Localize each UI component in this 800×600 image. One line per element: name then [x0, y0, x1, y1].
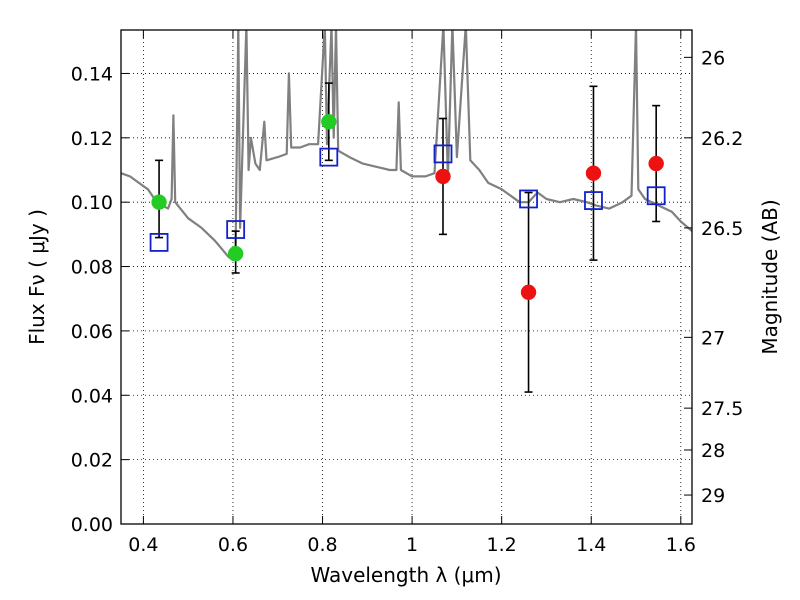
plot-area — [121, 30, 692, 525]
x-tick-label: 0.4 — [128, 534, 158, 556]
y-tick-label: 0.02 — [71, 450, 113, 472]
y-tick-label: 0.14 — [71, 63, 113, 85]
model-flux-square — [149, 233, 169, 252]
y-tick-label: 0.08 — [71, 257, 113, 279]
x-tick-label: 1.4 — [576, 534, 606, 556]
model-spectrum-line — [121, 30, 692, 262]
x-tick-label: 0.8 — [307, 534, 337, 556]
x-tick-label: 1.2 — [487, 534, 517, 556]
plot-frame — [120, 29, 693, 525]
observed-point-red — [435, 168, 451, 185]
y-tick-label: 0.04 — [71, 385, 113, 407]
x-tick-label: 1.6 — [666, 534, 696, 556]
y-tick-label: 0.06 — [71, 321, 113, 343]
right-axis-label: Magnitude (AB) — [758, 199, 782, 354]
model-flux-square — [646, 186, 666, 206]
x-tick-label: 1 — [406, 534, 418, 556]
observed-point-red — [648, 155, 664, 172]
observed-point-green — [227, 245, 244, 262]
magnitude-tick-label: 28 — [701, 440, 725, 462]
magnitude-tick-label: 27.5 — [701, 398, 743, 420]
magnitude-tick-label: 27 — [701, 327, 725, 349]
observed-point-red — [520, 284, 537, 301]
y-tick-label: 0.12 — [71, 128, 113, 150]
magnitude-tick-label: 26.5 — [701, 218, 743, 240]
model-flux-square — [433, 144, 453, 164]
observed-point-red — [585, 165, 602, 181]
model-flux-square — [584, 191, 603, 210]
axes: 0.4 0.6 0.8 1 1.2 1.4 1.6 0.00 0.02 0.04 0.06 0.08 0… — [71, 29, 743, 556]
x-tick-label: 0.6 — [218, 534, 248, 556]
magnitude-tick-label: 29 — [701, 485, 725, 507]
observed-point-green — [321, 113, 337, 130]
y-axis-label: Flux Fν ( μJy ) — [25, 209, 49, 345]
magnitude-tick-label: 26.2 — [701, 128, 743, 150]
magnitude-tick-label: 26 — [701, 47, 725, 69]
y-tick-label: 0.10 — [71, 192, 113, 214]
observed-point-green — [151, 194, 167, 210]
clipped-content — [121, 30, 692, 393]
model-flux-square — [226, 220, 246, 239]
model-flux-square — [319, 147, 339, 167]
y-tick-label: 0.00 — [71, 514, 113, 536]
x-axis-label: Wavelength λ (μm) — [310, 563, 501, 587]
model-flux-square — [519, 189, 538, 209]
